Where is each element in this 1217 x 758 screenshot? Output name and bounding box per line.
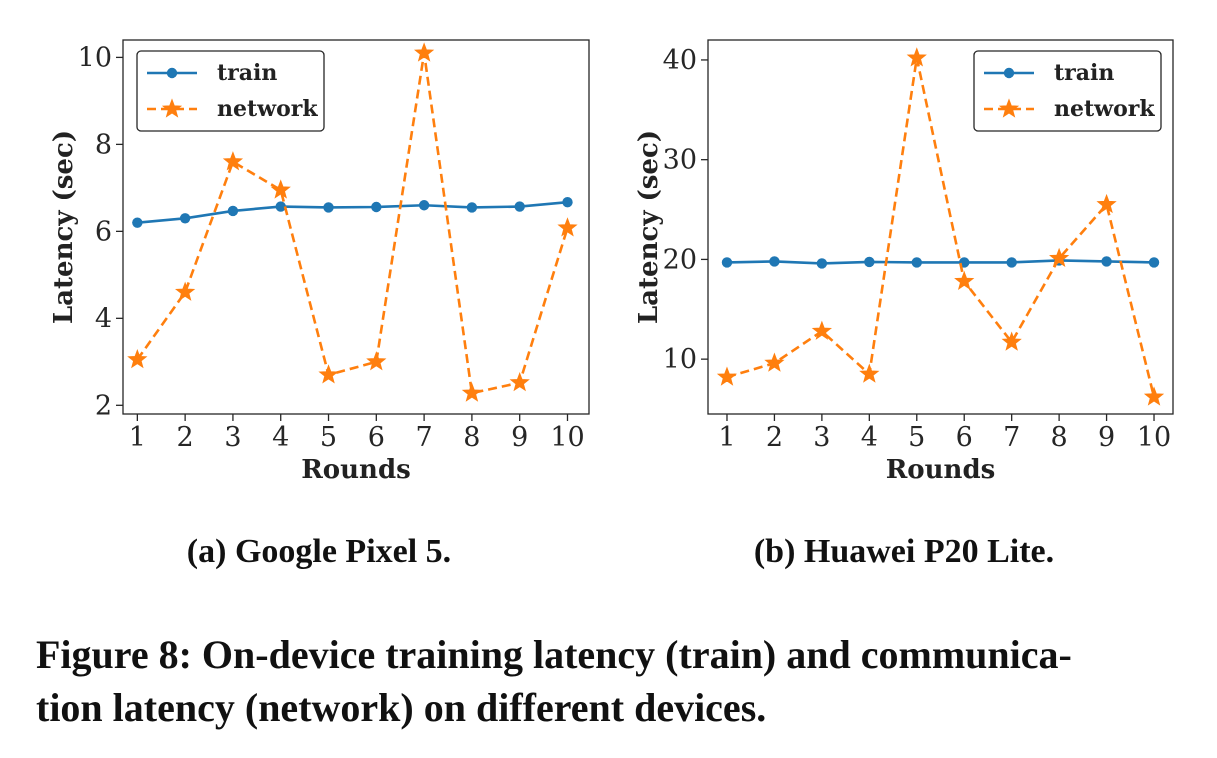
data-point-network [1143,386,1165,406]
data-point-network [1049,247,1070,268]
data-point-train [418,200,430,211]
data-point-train [816,258,828,269]
legend-label-network: network [217,96,318,122]
x-tick-label: 10 [1137,422,1171,453]
x-tick-label: 3 [813,422,830,453]
x-tick-label: 8 [463,422,480,453]
figure-caption-line1: Figure 8: On-device training latency (tr… [36,632,1072,677]
data-point-train [721,257,733,268]
legend-label-train: train [217,60,277,86]
data-point-network [764,352,785,372]
data-point-network [859,363,880,383]
data-point-network [509,372,530,392]
y-tick-label: 6 [95,216,112,247]
data-point-train [1101,256,1112,267]
x-tick-label: 1 [129,422,146,453]
series-line-train [137,200,568,224]
legend-label-train: train [1054,60,1114,86]
data-point-network [954,270,975,290]
x-tick-label: 2 [766,422,783,453]
data-point-train [1148,257,1160,268]
y-tick-label: 40 [663,45,697,76]
legend-marker-network [161,98,183,118]
data-point-train [371,201,382,213]
legend-box [136,50,325,132]
x-axis-label: Rounds [886,455,996,485]
y-tick-label: 2 [95,390,112,421]
data-point-network [318,364,339,384]
data-point-network [270,179,291,199]
data-point-train [1006,257,1017,268]
x-tick-label: 3 [224,422,241,453]
x-axis-label: Rounds [301,455,411,485]
data-point-train [466,202,478,213]
series-line-network [136,51,569,395]
data-point-network [127,349,148,369]
x-tick-label: 4 [861,422,878,453]
x-tick-label: 6 [956,422,973,453]
x-tick-label: 5 [320,422,337,453]
data-point-train [514,201,525,212]
series-line-network [726,56,1156,398]
y-axis-label: Latency (sec) [634,130,664,324]
data-point-train [562,197,573,208]
x-tick-label: 1 [718,422,735,453]
x-tick-label: 8 [1051,422,1068,453]
subcaption-a: (a) Google Pixel 5. [187,533,451,570]
data-point-train [911,257,922,268]
x-tick-label: 10 [550,422,584,453]
legend-marker-network [998,98,1020,118]
data-point-network [906,47,927,67]
x-tick-label: 2 [177,422,194,453]
series-line-train [726,259,1155,265]
legend-box [973,50,1162,132]
data-point-train [275,201,286,212]
y-tick-label: 10 [78,42,112,73]
x-tick-label: 7 [1003,422,1020,453]
x-tick-label: 6 [368,422,385,453]
data-point-network [811,320,832,340]
y-tick-label: 10 [663,344,697,375]
data-point-network [222,151,244,171]
legend-marker-train [166,67,178,79]
y-axis-label: Latency (sec) [49,130,79,324]
data-point-train [864,256,875,268]
plot-frame [707,39,1174,415]
y-tick-label: 4 [95,303,112,334]
legend-marker-train [1003,67,1015,79]
data-point-network [716,366,738,386]
data-point-train [323,202,334,213]
plot-frame [122,39,590,415]
data-point-network [175,281,196,301]
data-point-network [413,42,435,62]
data-point-network [1096,193,1117,214]
data-point-network [366,351,387,371]
x-tick-label: 5 [908,422,925,453]
x-tick-label: 4 [272,422,289,453]
y-tick-label: 8 [95,129,112,160]
data-point-train [769,256,780,267]
x-tick-label: 7 [416,422,433,453]
figure-caption-line2: tion latency (network) on different devi… [36,685,766,730]
y-tick-label: 30 [663,145,697,176]
subcaption-b: (b) Huawei P20 Lite. [754,533,1054,570]
x-tick-label: 9 [1098,422,1115,453]
legend-label-network: network [1054,96,1155,122]
data-point-network [1001,331,1022,351]
data-point-train [227,205,239,217]
y-tick-label: 20 [663,244,697,275]
chart-panel-b: 1 2 3 4 5 6 7 8 9 10 10 20 30 40 Rounds Latency (sec) tr… [634,39,1174,485]
x-tick-label: 9 [511,422,528,453]
data-point-network [557,217,578,237]
data-point-network [461,382,483,402]
data-point-train [132,217,143,228]
data-point-train [179,213,191,224]
